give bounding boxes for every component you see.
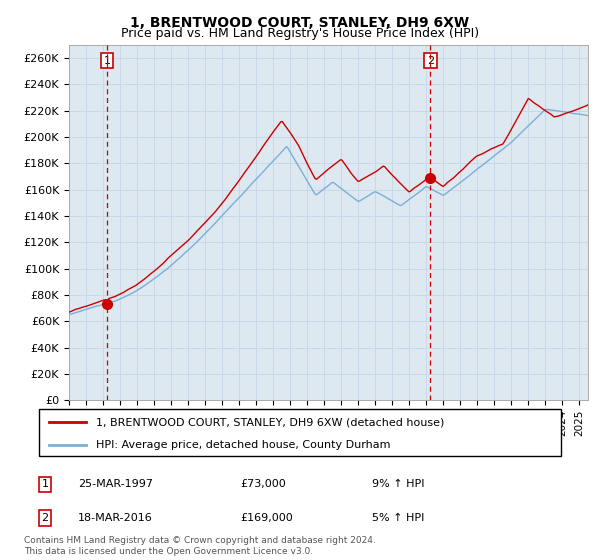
Text: 18-MAR-2016: 18-MAR-2016 bbox=[78, 513, 153, 523]
Text: Contains HM Land Registry data © Crown copyright and database right 2024.
This d: Contains HM Land Registry data © Crown c… bbox=[24, 536, 376, 556]
Text: 1: 1 bbox=[103, 55, 110, 66]
Text: 2: 2 bbox=[427, 55, 434, 66]
Text: Price paid vs. HM Land Registry's House Price Index (HPI): Price paid vs. HM Land Registry's House … bbox=[121, 27, 479, 40]
Text: 2: 2 bbox=[41, 513, 49, 523]
Text: 1: 1 bbox=[41, 479, 49, 489]
Text: 1, BRENTWOOD COURT, STANLEY, DH9 6XW: 1, BRENTWOOD COURT, STANLEY, DH9 6XW bbox=[130, 16, 470, 30]
FancyBboxPatch shape bbox=[39, 409, 561, 456]
Text: 5% ↑ HPI: 5% ↑ HPI bbox=[372, 513, 424, 523]
Text: £73,000: £73,000 bbox=[240, 479, 286, 489]
Text: 25-MAR-1997: 25-MAR-1997 bbox=[78, 479, 153, 489]
Text: 9% ↑ HPI: 9% ↑ HPI bbox=[372, 479, 425, 489]
Text: HPI: Average price, detached house, County Durham: HPI: Average price, detached house, Coun… bbox=[97, 440, 391, 450]
Text: £169,000: £169,000 bbox=[240, 513, 293, 523]
Text: 1, BRENTWOOD COURT, STANLEY, DH9 6XW (detached house): 1, BRENTWOOD COURT, STANLEY, DH9 6XW (de… bbox=[97, 417, 445, 427]
